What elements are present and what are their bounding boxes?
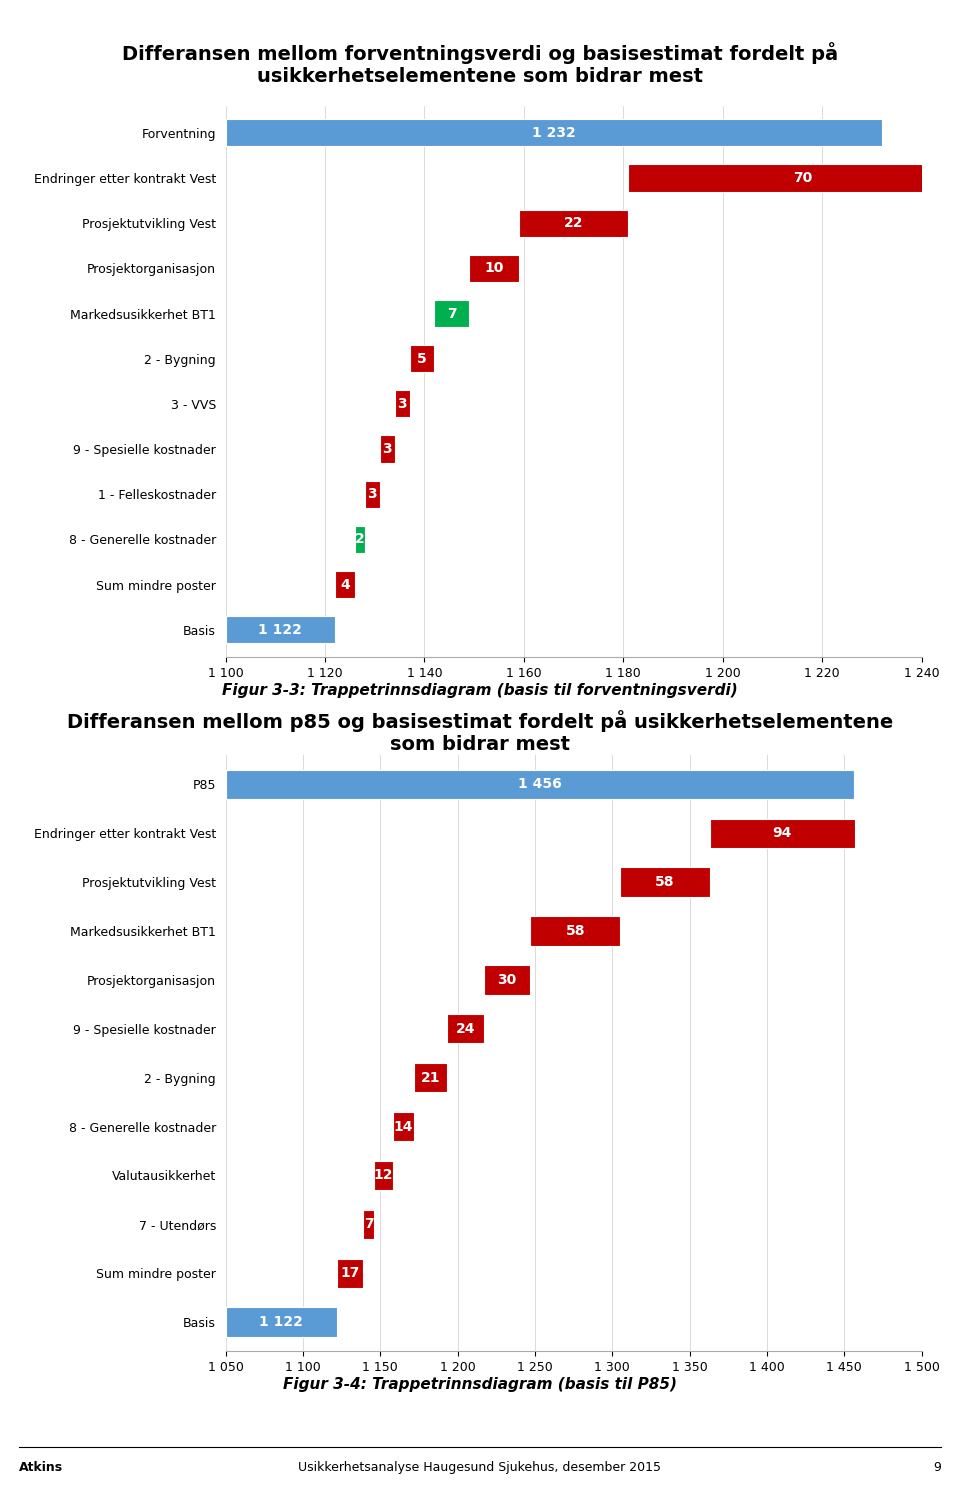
Text: 3: 3 — [368, 488, 377, 501]
Text: 58: 58 — [565, 924, 585, 938]
Text: Usikkerhetsanalyse Haugesund Sjukehus, desember 2015: Usikkerhetsanalyse Haugesund Sjukehus, d… — [299, 1462, 661, 1474]
Text: 17: 17 — [341, 1267, 360, 1280]
Bar — [530, 917, 620, 945]
Bar — [410, 346, 435, 373]
Text: 10: 10 — [485, 261, 504, 275]
Text: Atkins: Atkins — [19, 1462, 63, 1474]
Bar — [335, 571, 355, 598]
Bar — [435, 300, 469, 328]
Text: 21: 21 — [420, 1071, 441, 1084]
Text: 12: 12 — [373, 1169, 393, 1182]
Bar — [355, 525, 365, 553]
Text: 1 122: 1 122 — [259, 1315, 303, 1329]
Bar — [226, 616, 335, 643]
Text: 22: 22 — [564, 216, 584, 230]
Text: 5: 5 — [417, 352, 427, 365]
Text: 70: 70 — [793, 171, 812, 186]
Text: 58: 58 — [655, 876, 675, 889]
Bar — [226, 1308, 337, 1336]
Bar — [393, 1111, 415, 1142]
Text: 94: 94 — [773, 826, 792, 840]
Bar — [620, 867, 709, 897]
Bar — [226, 770, 853, 799]
Bar — [337, 1258, 363, 1288]
Bar — [365, 480, 380, 507]
Bar — [380, 435, 395, 462]
Text: 1 122: 1 122 — [258, 622, 302, 637]
Text: 2: 2 — [355, 533, 365, 547]
Bar — [446, 1015, 484, 1043]
Text: 1 232: 1 232 — [532, 125, 576, 140]
Text: 7: 7 — [364, 1217, 373, 1231]
Text: 14: 14 — [394, 1119, 413, 1134]
Text: Differansen mellom p85 og basisestimat fordelt på usikkerhetselementene
som bidr: Differansen mellom p85 og basisestimat f… — [67, 710, 893, 753]
Text: 9: 9 — [933, 1462, 941, 1474]
Bar — [628, 165, 960, 192]
Bar — [415, 1063, 446, 1092]
Bar — [519, 210, 628, 237]
Text: 30: 30 — [497, 972, 516, 988]
Bar — [374, 1161, 393, 1190]
Text: 3: 3 — [397, 397, 407, 411]
Text: 1 456: 1 456 — [517, 778, 562, 791]
Bar — [226, 119, 882, 146]
Text: Figur 3-3: Trappetrinnsdiagram (basis til forventningsverdi): Figur 3-3: Trappetrinnsdiagram (basis ti… — [222, 683, 738, 698]
Bar — [709, 818, 855, 849]
Bar — [395, 390, 410, 417]
Text: Differansen mellom forventningsverdi og basisestimat fordelt på
usikkerhetseleme: Differansen mellom forventningsverdi og … — [122, 42, 838, 86]
Text: Figur 3-4: Trappetrinnsdiagram (basis til P85): Figur 3-4: Trappetrinnsdiagram (basis ti… — [283, 1377, 677, 1392]
Text: 7: 7 — [447, 307, 457, 320]
Bar — [484, 965, 530, 995]
Text: 24: 24 — [456, 1022, 475, 1036]
Bar — [469, 255, 519, 282]
Text: 3: 3 — [382, 442, 392, 456]
Text: 4: 4 — [340, 577, 349, 592]
Bar — [363, 1210, 374, 1240]
